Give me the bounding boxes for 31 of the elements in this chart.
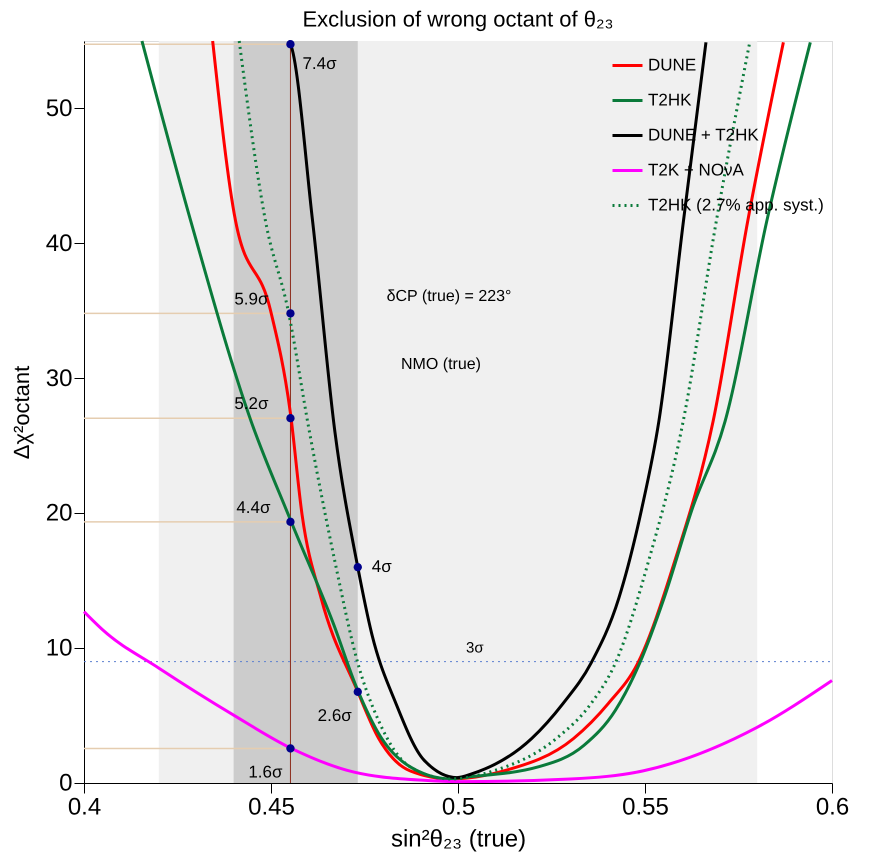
point	[286, 744, 295, 753]
x-tick-label: 0.6	[816, 794, 850, 820]
x-axis-title: sin²θ₂₃ (true)	[390, 826, 526, 852]
y-tick-label: 20	[46, 500, 72, 527]
annotation: δCP (true) = 223°	[386, 288, 512, 305]
annotation: 7.4σ	[302, 54, 338, 74]
annotation: NMO (true)	[401, 356, 481, 373]
chart-title: Exclusion of wrong octant of θ₂₃	[302, 6, 614, 32]
y-tick-label: 10	[46, 634, 72, 662]
legend-label: T2HK	[648, 90, 692, 110]
x-tick-label: 0.45	[248, 794, 295, 820]
annotation: 1.6σ	[248, 762, 283, 782]
y-tick-label: 50	[46, 94, 72, 122]
point	[286, 40, 295, 48]
annotation: 4σ	[372, 557, 392, 576]
legend-label: DUNE	[648, 56, 696, 74]
annotation: 2.6σ	[318, 706, 352, 725]
y-tick-label: 0	[59, 770, 72, 796]
point	[354, 688, 362, 696]
y-axis-title: Δχ²octant	[8, 366, 34, 460]
point	[286, 518, 295, 526]
ref-line-label: 3σ	[466, 640, 484, 657]
annotation: 4.4σ	[236, 498, 271, 517]
x-tick-label: 0.4	[68, 794, 102, 820]
point	[286, 309, 295, 318]
point	[354, 562, 362, 572]
x-tick-label: 0.5	[442, 794, 476, 820]
y-tick-label: 40	[46, 230, 72, 257]
point	[286, 414, 295, 422]
x-tick-label: 0.55	[622, 794, 669, 820]
y-tick-label: 30	[46, 364, 72, 392]
